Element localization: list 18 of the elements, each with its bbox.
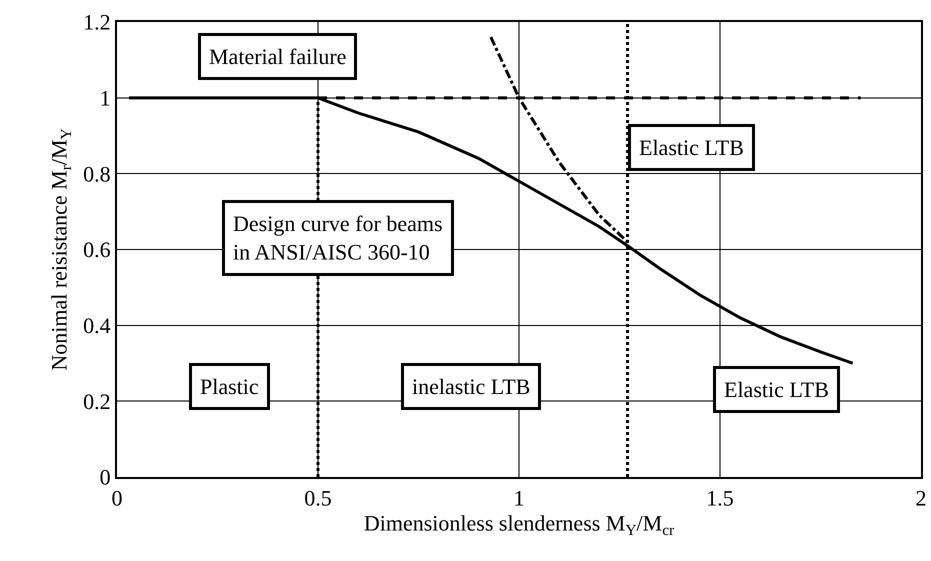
- y-tick-label: 1: [100, 86, 111, 111]
- y-tick-label: 0.4: [83, 313, 111, 338]
- y-tick-label: 0.6: [83, 237, 111, 262]
- x-tick-label: 2: [916, 485, 926, 510]
- y-tick-label: 0: [100, 464, 111, 490]
- x-tick-label: 1: [514, 485, 524, 510]
- x-tick-label: 1.5: [706, 485, 734, 510]
- annotation: Plastic: [200, 374, 259, 399]
- annotation: inelastic LTB: [412, 374, 530, 399]
- y-tick-label: 0.2: [83, 388, 111, 414]
- y-tick-label: 1.2: [83, 10, 111, 35]
- annotation: Elastic LTB: [639, 135, 744, 160]
- x-tick-label: 0.5: [304, 485, 332, 510]
- x-axis-title: Dimensionless slenderness M$_{Y}$/M$_{cr}$: [364, 510, 674, 540]
- annotation: Elastic LTB: [724, 377, 829, 402]
- annotation: Material failure: [209, 44, 346, 69]
- y-tick-label: 0.8: [83, 161, 111, 186]
- annotation: Design curve for beams in ANSI/AISC 360-10: [233, 211, 443, 265]
